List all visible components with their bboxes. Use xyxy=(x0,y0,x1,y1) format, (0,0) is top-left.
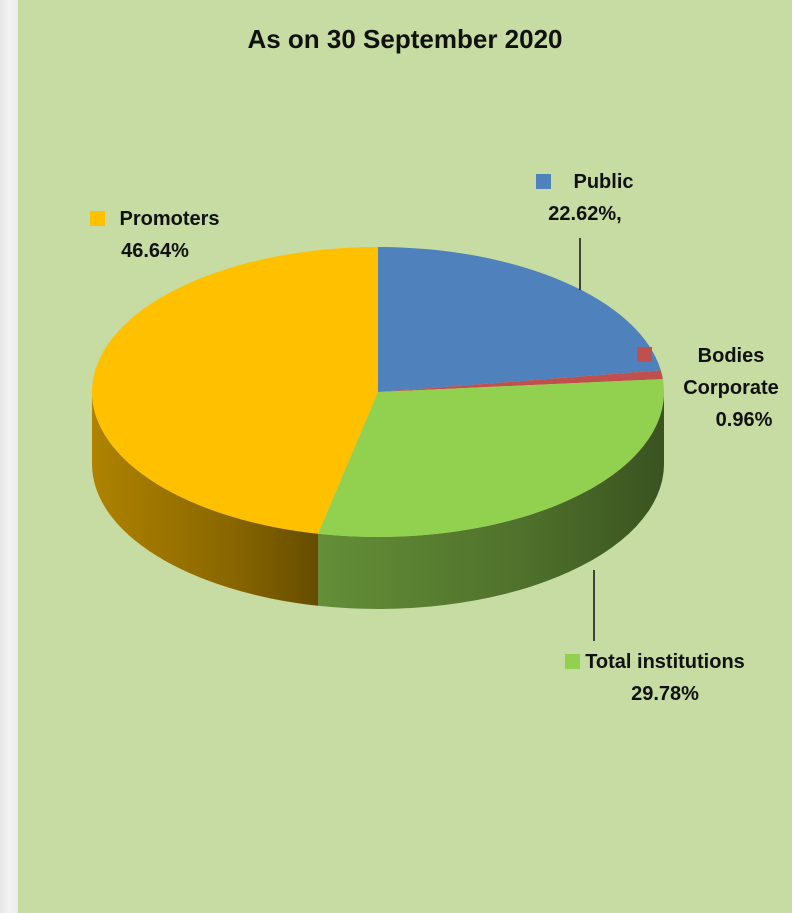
label-public-name: Public xyxy=(573,171,634,193)
bodies-corporate-swatch xyxy=(637,347,652,362)
label-public: Public 22.62%, xyxy=(505,166,665,230)
promoters-swatch xyxy=(90,211,106,226)
label-total-institutions: Total institutions 29.78% xyxy=(560,646,770,710)
pie-slice-promoters xyxy=(91,247,378,534)
label-total-institutions-name: Total institutions xyxy=(585,651,745,673)
pie-slice-public xyxy=(378,247,661,392)
label-promoters-value: 46.64% xyxy=(121,240,189,262)
label-bodies-corporate: Bodies Corporate 0.96% xyxy=(636,340,792,436)
pie-side-shade-3-0 xyxy=(92,392,319,606)
label-promoters: Promoters 46.64% xyxy=(60,203,250,267)
label-promoters-name: Promoters xyxy=(119,208,220,230)
chart-title: As on 30 September 2020 xyxy=(247,24,563,54)
label-public-value: 22.62%, xyxy=(548,203,622,225)
pie-slice-total-institutions xyxy=(318,379,665,537)
pie-side-shade-2-0 xyxy=(318,392,664,609)
total-institutions-swatch xyxy=(565,654,580,669)
label-bodies-corporate-name: Bodies Corporate xyxy=(683,345,779,399)
label-bodies-corporate-value: 0.96% xyxy=(715,409,773,431)
public-swatch xyxy=(536,174,552,189)
pie-slice-bodies-corporate xyxy=(378,370,663,392)
label-total-institutions-value: 29.78% xyxy=(631,683,699,705)
